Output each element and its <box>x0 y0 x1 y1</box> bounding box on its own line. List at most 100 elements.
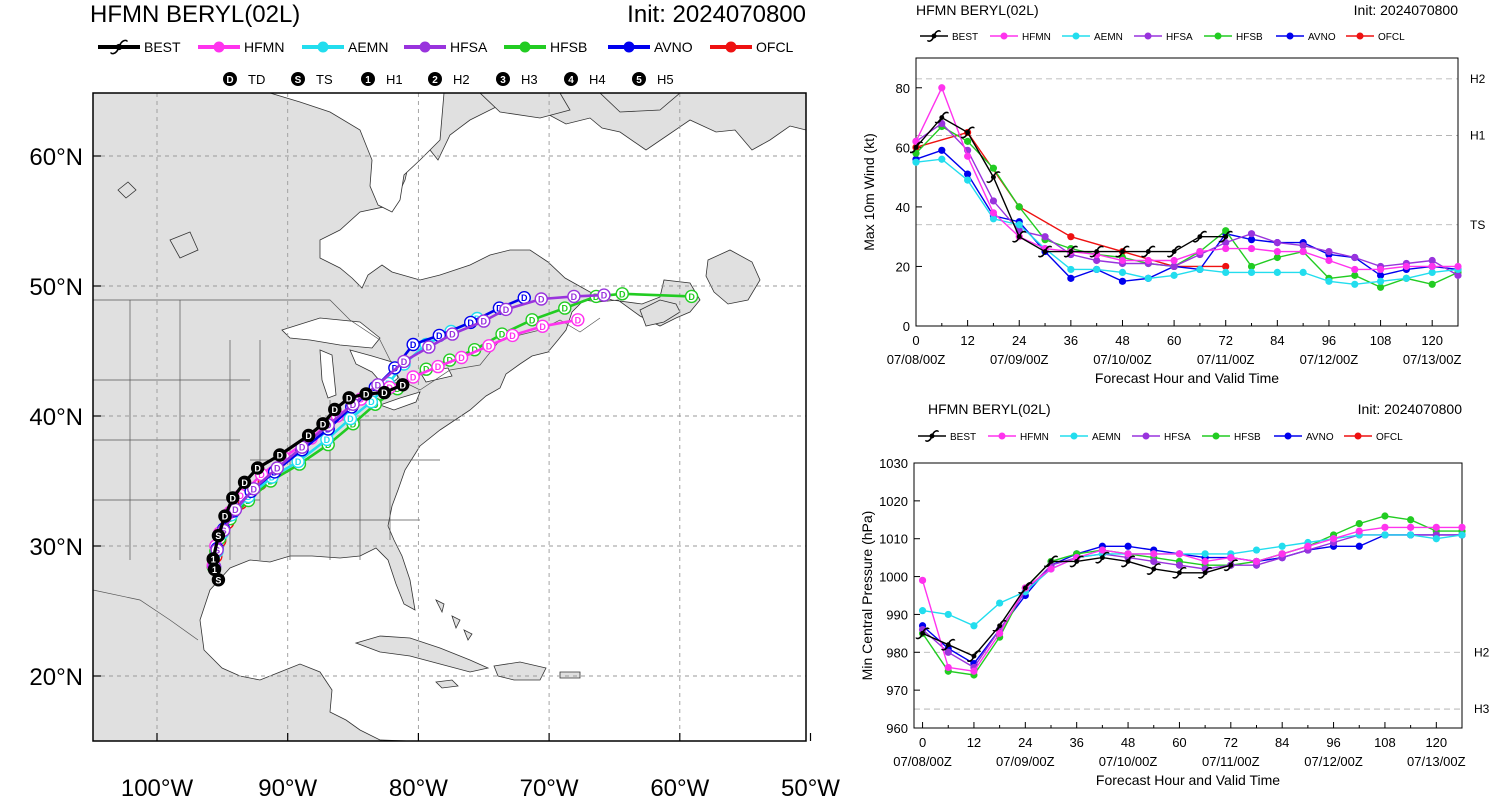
x-date-label: 07/09/00Z <box>990 352 1049 367</box>
series-point-best-arm-b <box>966 655 975 663</box>
series-point-best <box>1120 555 1136 568</box>
series-point-aemn <box>1196 265 1204 274</box>
series-point-best-arm-a <box>1018 230 1027 237</box>
us-mexico-border <box>93 589 199 641</box>
track-point-label: D <box>529 315 536 325</box>
track-point-label: D <box>230 493 237 503</box>
legend-marker-best-arm-b <box>110 46 120 55</box>
legend-marker-best <box>110 39 128 55</box>
track-point-label: S <box>214 545 220 555</box>
series-point-best-arm-b <box>1223 564 1232 572</box>
lon-tick-label: 100°W <box>121 775 194 800</box>
track-point-label: S <box>221 526 227 536</box>
chart-legend-marker-hfsb <box>1212 432 1220 440</box>
series-point-aemn <box>1144 274 1152 282</box>
series-point-best-arm-a <box>1050 555 1059 562</box>
track-point-label: D <box>305 431 312 441</box>
y-tick-label: 1030 <box>879 456 908 471</box>
track-point-label: D <box>423 365 430 375</box>
series-point-best <box>1218 230 1233 243</box>
track-point-hfsb <box>558 301 572 315</box>
series-point-best-arm-b <box>1120 561 1129 568</box>
lat-tick-label: 20°N <box>29 664 83 691</box>
track-point-label: D <box>503 305 510 315</box>
track-point-label: D <box>332 405 339 415</box>
series-point-best <box>910 141 924 154</box>
series-point-hfmn <box>1458 523 1466 531</box>
series-point-best <box>1146 563 1161 575</box>
series-point-best-arm-b <box>1095 557 1104 564</box>
series-point-aemn <box>1247 268 1256 276</box>
track-point-hfsa <box>270 461 284 475</box>
track-map-panel: HFMN BERYL(02L) Init: 2024070800 BEST HFM… <box>29 1 840 800</box>
series-point-best <box>1172 566 1187 579</box>
chart-legend-marker-hfmn <box>998 432 1006 440</box>
series-point-best <box>1223 559 1238 572</box>
chart-legend-marker-aemn <box>1072 32 1080 40</box>
intensity-symbol-h4 <box>564 72 578 86</box>
y-tick-label: 990 <box>886 607 908 622</box>
map-title: HFMN BERYL(02L) <box>90 1 300 28</box>
chart-legend-label-best: BEST <box>952 32 978 43</box>
lon-tick-label: 60°W <box>650 775 709 800</box>
x-tick-label: 24 <box>1018 735 1032 750</box>
series-point-hfmn <box>944 663 952 672</box>
track-point-label: D <box>481 317 488 327</box>
chart-legend-marker-best <box>924 430 940 442</box>
chart-legend-marker-hfsb <box>1214 32 1222 40</box>
series-point-avno <box>1067 274 1075 282</box>
series-point-best-arm-b <box>960 132 969 139</box>
track-point-label: D <box>350 400 357 410</box>
map-frame <box>92 92 807 742</box>
track-point-hfmn <box>431 359 445 374</box>
track-point-label: D <box>435 362 442 372</box>
x-tick-label: 0 <box>912 333 919 348</box>
track-point-hfsa <box>247 482 261 496</box>
track-point-avno <box>406 337 420 352</box>
series-point-hfsb <box>1351 271 1359 279</box>
y-tick-label: 970 <box>886 683 908 698</box>
series-line-hfsb <box>922 515 1462 676</box>
track-point-label: D <box>237 491 244 501</box>
series-point-hfsa <box>1150 557 1158 566</box>
track-point-hfsa <box>477 314 491 328</box>
series-point-best-arm-b <box>915 633 924 640</box>
series-point-best-arm-b <box>1172 572 1181 579</box>
series-point-best-arm-a <box>1075 555 1084 562</box>
track-point-label: D <box>410 340 417 350</box>
series-point-best-arm-a <box>992 171 1001 178</box>
track-line-best <box>211 383 404 581</box>
series-point-ofcl <box>1067 233 1075 241</box>
track-point-label: D <box>346 393 353 403</box>
series-point-hfmn <box>1299 247 1307 256</box>
series-point-best-arm-b <box>986 176 995 184</box>
legend-label-best: BEST <box>144 39 181 55</box>
series-point-best-arm-b <box>934 117 943 124</box>
x-tick-label: 84 <box>1270 333 1284 348</box>
legend-marker-aemn <box>317 41 329 53</box>
series-point-aemn <box>1067 265 1075 274</box>
track-point-label: 1 <box>212 565 217 575</box>
y-tick-label: 40 <box>896 200 910 215</box>
chart-legend-label-aemn: AEMN <box>1094 32 1123 43</box>
series-point-aemn <box>1458 531 1466 539</box>
track-point-label: D <box>562 304 569 314</box>
legend-marker-hfsb <box>519 41 531 53</box>
map-gridlines <box>93 93 806 741</box>
series-point-best-arm-b <box>1198 572 1206 579</box>
chart-legend-label-hfmn: HFMN <box>1020 432 1049 443</box>
series-point-hfsb <box>1273 253 1281 262</box>
chart-legend-marker-best <box>926 30 942 42</box>
track-point-hfsa <box>499 302 513 317</box>
track-point-label: D <box>471 345 478 355</box>
track-point-hfsb <box>525 313 539 327</box>
series-point-best <box>1069 555 1084 568</box>
series-point-hfmn <box>918 576 927 584</box>
series-point-best-arm-a <box>1127 555 1136 562</box>
track-point-label: D <box>258 470 265 480</box>
track-point-label: D <box>426 343 433 353</box>
series-point-hfsa <box>1170 262 1178 271</box>
track-point-hfsb <box>615 287 629 301</box>
series-point-hfmn <box>1201 557 1209 566</box>
intensity-symbol-letter: 5 <box>636 75 642 86</box>
